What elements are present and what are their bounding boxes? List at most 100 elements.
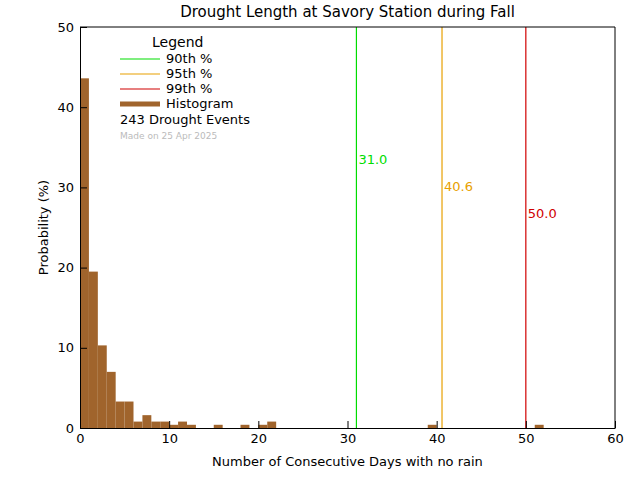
y-tick-label: 0 [66, 421, 74, 436]
y-tick-mark [80, 27, 87, 28]
histogram-bar [401, 428, 410, 429]
x-axis-line [81, 428, 616, 429]
histogram-bar [481, 428, 490, 429]
x-tick-mark [615, 421, 616, 428]
y-tick-label: 10 [57, 340, 74, 355]
x-axis-title: Number of Consecutive Days with no rain [212, 454, 483, 469]
x-tick-mark [169, 421, 170, 428]
histogram-bar [321, 428, 330, 429]
y-axis-title: Probability (%) [36, 180, 51, 275]
histogram-bar [134, 422, 143, 428]
histogram-bar [223, 428, 232, 429]
histogram-bar [178, 422, 187, 428]
y-tick-mark [80, 187, 87, 188]
y-tick-label: 30 [57, 180, 74, 195]
histogram-bar [463, 428, 472, 429]
histogram-bar [553, 428, 562, 429]
histogram-bar [116, 402, 125, 428]
legend-swatch [120, 88, 160, 89]
y-tick-mark [80, 428, 87, 429]
histogram-bar [588, 428, 597, 429]
histogram-bar [535, 425, 544, 428]
histogram-bar [419, 428, 428, 429]
histogram-bar [196, 428, 205, 429]
histogram-bar [142, 415, 151, 428]
histogram-bar [169, 425, 178, 428]
histogram-bar [597, 428, 606, 429]
legend-label: 95th % [166, 66, 212, 81]
histogram-bar [446, 428, 455, 429]
legend: Legend90th %95th %99th %Histogram243 Dro… [120, 34, 250, 141]
legend-swatch [120, 73, 160, 74]
x-tick-label: 50 [518, 431, 535, 446]
y-tick-mark [80, 268, 87, 269]
histogram-bar [214, 425, 223, 428]
y-tick: 20 [57, 260, 87, 275]
x-tick: 30 [340, 421, 357, 446]
histogram-bar [517, 428, 526, 429]
x-tick-mark [348, 421, 349, 428]
legend-label: 99th % [166, 81, 212, 96]
x-tick-label: 0 [76, 431, 84, 446]
x-tick-label: 20 [251, 431, 268, 446]
histogram-bar [570, 428, 579, 429]
histogram-bar [508, 428, 517, 429]
annotation: Made on 25 Apr 2025 [120, 131, 217, 141]
title: Drought Length at Savory Station during … [180, 3, 515, 21]
legend-label: Histogram [166, 96, 233, 111]
histogram-bar [267, 422, 276, 428]
histogram-bar [258, 425, 267, 428]
histogram-bar [241, 425, 250, 428]
x-tick: 20 [251, 421, 268, 446]
histogram-bar [80, 78, 89, 428]
x-tick-label: 10 [161, 431, 178, 446]
frame [615, 27, 616, 428]
y-tick-mark [80, 107, 87, 108]
x-tick: 50 [518, 421, 535, 446]
histogram-bar [348, 428, 357, 429]
annotation: 243 Drought Events [120, 112, 250, 127]
y-tick-label: 40 [57, 100, 74, 115]
histogram-bar [356, 428, 365, 429]
histogram-bar [232, 428, 241, 429]
y-axis-line [80, 28, 81, 429]
histogram-bar [410, 428, 419, 429]
frame [80, 27, 615, 28]
x-tick-label: 60 [607, 431, 624, 446]
threshold-label: 31.0 [358, 152, 387, 167]
x-tick-mark [437, 421, 438, 428]
y-tick: 30 [57, 180, 87, 195]
histogram-bar [312, 428, 321, 429]
histogram-bar [374, 428, 383, 429]
histogram-bar [151, 422, 160, 428]
histogram-bar [303, 428, 312, 429]
x-tick: 40 [429, 421, 446, 446]
y-tick-label: 20 [57, 260, 74, 275]
histogram-bar [562, 428, 571, 429]
y-tick-label: 50 [57, 20, 74, 35]
y-tick: 0 [66, 421, 87, 436]
histogram-bar [249, 428, 258, 429]
histogram-bar [499, 428, 508, 429]
threshold-line [525, 27, 526, 428]
y-tick-mark [80, 348, 87, 349]
histogram-bar [205, 428, 214, 429]
histogram-bar [455, 428, 464, 429]
histogram-bar [285, 428, 294, 429]
histogram-bar [187, 425, 196, 428]
histogram-bar [428, 425, 437, 428]
histogram-bar [437, 428, 446, 429]
x-tick: 60 [607, 421, 624, 446]
legend-swatch [120, 102, 160, 107]
histogram-bar [107, 372, 116, 428]
histogram-bar [160, 422, 169, 428]
x-tick: 10 [161, 421, 178, 446]
legend-swatch [120, 58, 160, 59]
histogram-bar [383, 428, 392, 429]
histogram-bar [490, 428, 499, 429]
legend-label: 90th % [166, 51, 212, 66]
x-tick-label: 40 [429, 431, 446, 446]
histogram-bar [472, 428, 481, 429]
histogram-bar [294, 428, 303, 429]
threshold-label: 50.0 [528, 206, 557, 221]
